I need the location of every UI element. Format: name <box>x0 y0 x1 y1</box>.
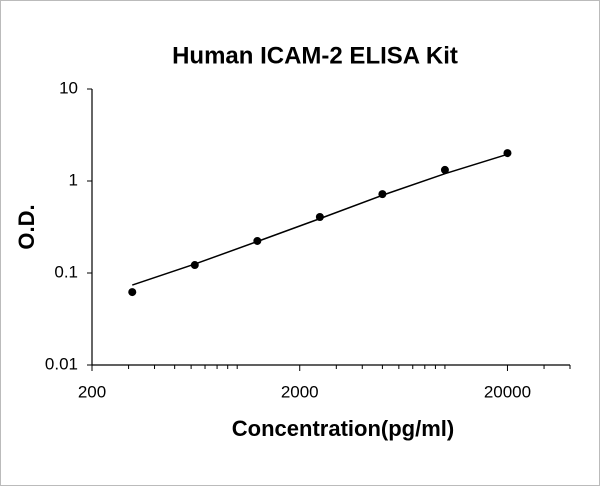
y-tick-label: 0.01 <box>45 354 78 373</box>
y-tick-label: 0.1 <box>54 262 78 281</box>
y-tick-label: 10 <box>59 78 78 97</box>
x-axis-title: Concentration(pg/ml) <box>232 416 454 441</box>
x-tick-label: 20000 <box>484 382 531 401</box>
chart-title: Human ICAM-2 ELISA Kit <box>172 42 458 69</box>
fit-line <box>132 153 508 286</box>
x-tick-label: 200 <box>78 382 106 401</box>
data-point <box>128 288 137 297</box>
y-axis-title: O.D. <box>14 204 39 249</box>
data-point <box>440 165 449 174</box>
x-tick-label: 2000 <box>281 382 319 401</box>
y-tick-label: 1 <box>69 170 78 189</box>
